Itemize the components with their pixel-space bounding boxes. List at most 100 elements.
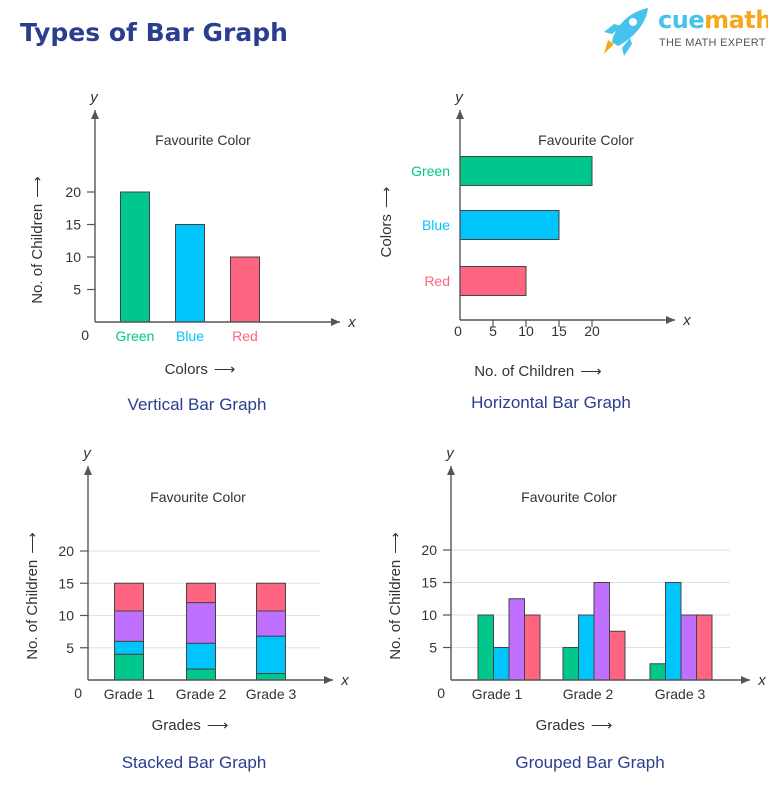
vertical-bar-graph: y x 0 5 10 15 20 Green Blue Red Favourite Color Col… — [29, 89, 356, 414]
x-axis-head — [324, 676, 333, 684]
category-label: Green — [411, 163, 450, 179]
x-tick-label: 5 — [489, 323, 497, 339]
chart-caption: Grouped Bar Graph — [515, 753, 664, 772]
origin-label: 0 — [81, 327, 89, 343]
stacked-bar-graph: y x 0 5 10 15 20 Grade 1 Grade 2 Grade 3 Favourite… — [24, 445, 349, 772]
chart-title: Favourite Color — [150, 489, 246, 505]
stacked-segment — [114, 610, 144, 642]
arrow-up-icon: ⟶ — [24, 532, 41, 554]
grouped-bar — [665, 582, 682, 681]
x-axis-head — [331, 318, 340, 326]
x-axis-label: No. of Children ⟶ — [474, 363, 602, 380]
bar-red — [230, 256, 260, 323]
y-tick-label: 20 — [421, 542, 437, 558]
y-tick-label: 15 — [421, 575, 437, 591]
grouped-bar — [524, 614, 541, 681]
category-label: Blue — [422, 217, 450, 233]
rocket-icon — [604, 8, 648, 56]
x-axis-head — [666, 316, 675, 324]
chart-title: Favourite Color — [521, 489, 617, 505]
stacked-segment — [256, 610, 286, 637]
stacked-segment — [256, 673, 286, 681]
arrow-up-icon: ⟶ — [387, 532, 404, 554]
grouped-bar — [609, 630, 626, 681]
category-label: Red — [232, 328, 258, 344]
y-axis-letter: y — [454, 89, 464, 106]
bar-blue — [175, 224, 205, 323]
stacked-segment — [186, 602, 216, 644]
grouped-bar — [477, 614, 494, 681]
arrow-up-icon: ⟶ — [29, 176, 46, 198]
category-label: Grade 2 — [176, 686, 227, 702]
x-axis-letter: x — [682, 312, 691, 329]
stacked-segment — [186, 642, 216, 670]
arrow-right-icon: ⟶ — [214, 361, 236, 378]
y-axis-letter: y — [82, 445, 92, 462]
category-label: Grade 1 — [104, 686, 155, 702]
grouped-bar — [680, 614, 697, 681]
x-axis-label: Grades ⟶ — [152, 717, 229, 734]
bar-green — [120, 191, 150, 323]
grouped-bar — [696, 614, 713, 681]
origin-label: 0 — [74, 685, 82, 701]
category-label: Grade 2 — [563, 686, 614, 702]
stacked-segment — [114, 653, 144, 681]
arrow-right-icon: ⟶ — [580, 363, 602, 380]
cuemath-logo: cuemath THE MATH EXPERT — [600, 4, 768, 56]
grouped-bar — [493, 647, 510, 681]
origin-label: 0 — [437, 685, 445, 701]
y-axis-label: Colors⟶ — [378, 187, 395, 258]
y-tick-label: 10 — [58, 608, 74, 624]
y-axis-letter: y — [89, 89, 99, 106]
y-axis-head — [84, 466, 92, 475]
x-axis-letter: x — [340, 672, 349, 689]
x-axis-letter: x — [347, 314, 356, 331]
logo-cue: cue — [658, 6, 705, 34]
grouped-bar-graph: y x 0 5 10 15 20 Grade 1 Grade 2 Grade 3 Favourite… — [387, 445, 766, 772]
logo-tagline: THE MATH EXPERT — [659, 37, 766, 49]
stacked-segment — [114, 640, 144, 655]
grouped-bar — [593, 582, 610, 681]
x-tick-label: 20 — [584, 323, 600, 339]
page-title: Types of Bar Graph — [20, 18, 288, 47]
origin-label: 0 — [454, 323, 462, 339]
x-axis-head — [741, 676, 750, 684]
y-tick-label: 5 — [66, 640, 74, 656]
y-tick-label: 10 — [65, 249, 81, 265]
grouped-bar — [562, 647, 579, 681]
category-label: Red — [424, 273, 450, 289]
stacked-segment — [186, 582, 216, 604]
logo-wordmark: cuemath — [658, 6, 768, 34]
y-tick-label: 20 — [65, 184, 81, 200]
grouped-bar — [649, 663, 666, 681]
grouped-bar — [578, 614, 595, 681]
x-axis-letter: x — [757, 672, 766, 689]
y-axis-letter: y — [445, 445, 455, 462]
logo-math: math — [704, 6, 768, 34]
y-axis-label: No. of Children⟶ — [24, 532, 41, 660]
x-axis-label: Colors ⟶ — [165, 361, 236, 378]
chart-caption: Horizontal Bar Graph — [471, 393, 631, 412]
category-label: Grade 3 — [246, 686, 297, 702]
stacked-segment — [256, 582, 286, 612]
y-tick-label: 15 — [58, 575, 74, 591]
stacked-segment — [256, 635, 286, 675]
y-tick-label: 15 — [65, 217, 81, 233]
category-label: Grade 1 — [472, 686, 523, 702]
chart-caption: Vertical Bar Graph — [128, 395, 267, 414]
x-tick-label: 15 — [551, 323, 567, 339]
y-axis-head — [91, 110, 99, 119]
y-tick-label: 5 — [73, 282, 81, 298]
x-tick-label: 10 — [518, 323, 534, 339]
category-label: Green — [116, 328, 155, 344]
y-axis-head — [447, 466, 455, 475]
horizontal-bar-graph: y x 0 5 10 15 20 Green Blue Red Favourite Color No.… — [378, 89, 691, 412]
bar-green — [459, 156, 593, 186]
y-axis-label: No. of Children⟶ — [387, 532, 404, 660]
arrow-up-icon: ⟶ — [378, 187, 395, 209]
y-axis-head — [456, 110, 464, 119]
chart-title: Favourite Color — [538, 132, 634, 148]
x-axis-label: Grades ⟶ — [536, 717, 613, 734]
bar-red — [459, 266, 527, 296]
